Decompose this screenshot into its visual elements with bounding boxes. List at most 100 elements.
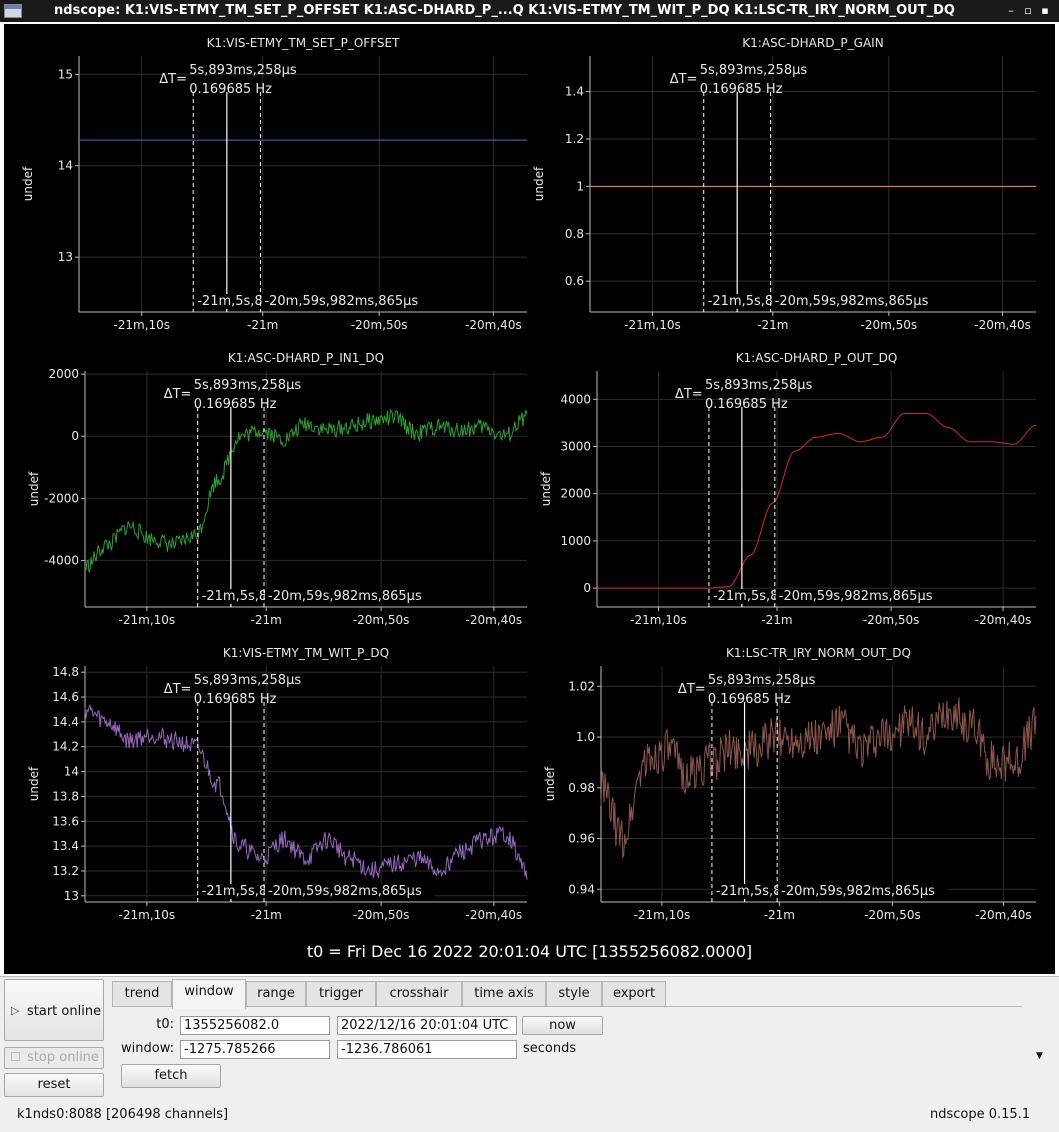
x-tick-label: -21m [761,613,792,627]
delta-t-label: ΔT= [670,72,698,87]
close-icon[interactable]: ▪ [1041,4,1049,17]
delta-t-label: ΔT= [159,72,187,87]
cursor-label-bg [265,884,436,899]
version-label: ndscope 0.15.1 [930,1107,1031,1122]
channel-count: [206498 channels] [105,1107,229,1122]
y-tick-label: 13.6 [52,814,79,828]
minimize-icon[interactable]: – [1008,4,1014,17]
y-axis-label: undef [543,766,557,801]
y-tick-label: 1.2 [565,132,584,146]
y-tick-label: 2000 [48,367,79,381]
t0-label: t0: [156,1017,174,1032]
x-tick-label: -20m,40s [466,613,523,627]
x-tick-label: -21m [757,318,788,332]
delta-frequency: 0.169685 Hz [189,82,272,97]
delta-frequency: 0.169685 Hz [708,692,791,707]
cursor-time-right: -20m,59s,982ms,865µs [781,884,935,899]
now-button[interactable]: now [522,1016,603,1035]
tab-time-axis[interactable]: time axis [462,981,546,1007]
x-tick-label: -21m,10s [113,318,170,332]
x-tick-label: -21m [764,908,795,922]
data-trace [84,703,528,880]
y-tick-label: -2000 [44,491,79,505]
data-trace [600,697,1037,860]
window-start-field[interactable]: -1275.785266 [180,1040,330,1059]
fetch-button[interactable]: fetch [121,1064,221,1088]
tab-trend[interactable]: trend [112,981,172,1007]
y-tick-label: 1.02 [568,679,595,693]
data-trace [84,408,528,573]
y-axis-label: undef [27,766,41,801]
y-tick-label: 2000 [560,487,591,501]
t0-utc-field[interactable]: 2022/12/16 20:01:04 UTC [337,1016,517,1035]
y-axis-label: undef [539,471,553,506]
cursor-label-bg [771,294,942,309]
x-tick-label: -21m,10s [624,318,681,332]
cursor-time-right: -20m,59s,982ms,865µs [268,884,422,899]
tab-crosshair[interactable]: crosshair [376,981,462,1007]
cursor-time-left: -21m,5s,8 [713,589,778,604]
y-tick-label: 13 [64,889,79,903]
y-tick-label: 13.2 [52,864,79,878]
plot-title: K1:ASC-DHARD_P_GAIN [742,36,883,50]
scroll-down-icon[interactable]: ▼ [1036,1051,1043,1061]
tab-window[interactable]: window [172,979,246,1009]
cursor-label-bg [712,884,777,899]
x-tick-label: -20m,50s [353,908,410,922]
data-trace [597,413,1037,589]
maximize-icon[interactable]: ▫ [1024,4,1032,17]
cursor-time-left: -21m,5s,8 [716,884,781,899]
plot-title: K1:ASC-DHARD_P_OUT_DQ [736,351,898,365]
x-tick-label: -20m,50s [864,908,921,922]
y-tick-label: 0.98 [568,781,595,795]
tab-style[interactable]: style [546,981,602,1007]
window-end-field[interactable]: -1236.786061 [337,1040,517,1059]
x-tick-label: -20m,50s [353,613,410,627]
plot-title: K1:ASC-DHARD_P_IN1_DQ [228,351,384,365]
t0-gps-field[interactable]: 1355256082.0 [180,1016,330,1035]
y-tick-label: 14.4 [52,715,79,729]
y-tick-label: -4000 [44,553,79,567]
x-tick-label: -20m,40s [975,908,1032,922]
tab-trigger[interactable]: trigger [306,981,376,1007]
delta-t-value: 5s,893ms,258µs [705,378,813,393]
cursor-label-bg [194,294,260,309]
plot-title: K1:VIS-ETMY_TM_WIT_P_DQ [223,646,389,660]
y-tick-label: 14 [64,765,79,779]
x-tick-label: -20m,50s [351,318,408,332]
x-tick-label: -20m,50s [861,318,918,332]
y-axis-label: undef [532,166,546,201]
y-tick-label: 15 [58,67,73,81]
delta-t-value: 5s,893ms,258µs [194,673,302,688]
cursor-time-right: -20m,59s,982ms,865µs [779,589,933,604]
delta-frequency: 0.169685 Hz [705,397,788,412]
cursor-label-bg [704,294,770,309]
cursor-label-bg [261,294,432,309]
cursor-time-left: -21m,5s,8 [708,294,773,309]
x-tick-label: -21m,10s [630,613,687,627]
y-tick-label: 13.8 [52,789,79,803]
delta-t-value: 5s,893ms,258µs [708,673,816,688]
start-online-button[interactable]: ▷ start online [4,979,104,1041]
server-status: k1nds0:8088 [206498 channels] [17,1107,228,1122]
play-icon: ▷ [11,1004,20,1017]
tab-export[interactable]: export [602,981,666,1007]
cursor-time-left: -21m,5s,8 [202,884,267,899]
x-tick-label: -20m,40s [466,908,523,922]
tab-range[interactable]: range [246,981,306,1007]
plot-title: K1:LSC-TR_IRY_NORM_OUT_DQ [726,646,911,660]
y-tick-label: 14.6 [52,690,79,704]
plot-area: K1:VIS-ETMY_TM_SET_P_OFFSET undef 15 14 13 -2… [4,24,1055,974]
reset-button[interactable]: reset [4,1073,104,1097]
y-tick-label: 1.4 [565,85,584,99]
delta-frequency: 0.169685 Hz [194,692,277,707]
x-tick-label: -20m,40s [974,318,1031,332]
start-online-label: start online [27,1004,102,1019]
cursor-time-left: -21m,5s,8 [197,294,262,309]
delta-t-label: ΔT= [675,387,703,402]
stop-online-button: stop online [4,1047,104,1069]
